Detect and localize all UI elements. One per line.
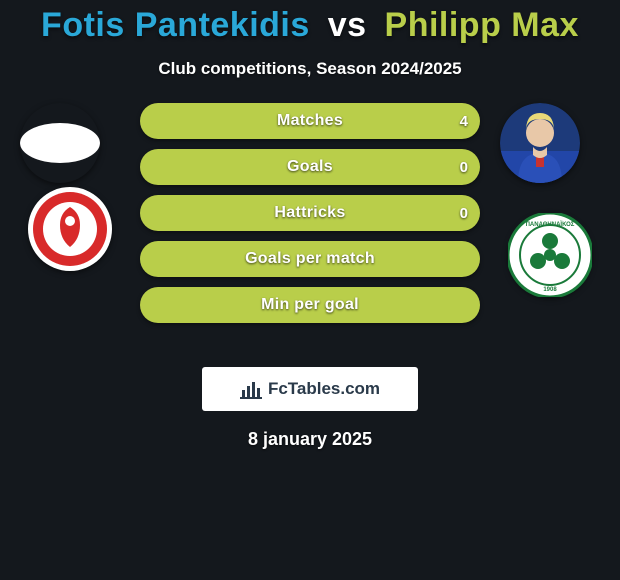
- club-right-crest-icon: ΠΑΝΑΘΗΝΑΪΚΟΣ 1908: [508, 213, 592, 297]
- title-player-right: Philipp Max: [385, 6, 579, 44]
- source-logo-box: FcTables.com: [202, 367, 418, 411]
- bar-label: Min per goal: [140, 287, 480, 323]
- bar-value-right: 0: [460, 195, 468, 231]
- comparison-card: Fotis Pantekidis vs Philipp Max Club com…: [0, 0, 620, 450]
- page-title: Fotis Pantekidis vs Philipp Max: [41, 6, 579, 45]
- bar-label: Hattricks: [140, 195, 480, 231]
- bar-label: Goals: [140, 149, 480, 185]
- player-left-avatar: [20, 103, 100, 183]
- player-right-avatar: [500, 103, 580, 183]
- bar-value-right: 0: [460, 149, 468, 185]
- stat-bar-row: Min per goal: [140, 287, 480, 323]
- svg-text:ΠΑΝΑΘΗΝΑΪΚΟΣ: ΠΑΝΑΘΗΝΑΪΚΟΣ: [526, 221, 575, 228]
- stat-bar-row: Hattricks0: [140, 195, 480, 231]
- bar-value-right: 4: [460, 103, 468, 139]
- source-logo-text: FcTables.com: [268, 379, 380, 399]
- svg-text:1908: 1908: [543, 287, 557, 293]
- bar-label: Goals per match: [140, 241, 480, 277]
- title-vs: vs: [328, 6, 367, 44]
- stat-bar-row: Matches4: [140, 103, 480, 139]
- stat-bar-row: Goals0: [140, 149, 480, 185]
- player-left-silhouette: [20, 103, 100, 183]
- stat-bars: Matches4Goals0Hattricks0Goals per matchM…: [140, 103, 480, 333]
- title-player-left: Fotis Pantekidis: [41, 6, 310, 44]
- stat-bar-row: Goals per match: [140, 241, 480, 277]
- title-row: Fotis Pantekidis vs Philipp Max: [0, 0, 620, 45]
- ellipse-icon: [20, 123, 100, 163]
- club-left-badge: [28, 187, 112, 271]
- snapshot-date: 8 january 2025: [0, 429, 620, 450]
- club-left-crest-icon: [28, 187, 112, 271]
- club-right-badge: ΠΑΝΑΘΗΝΑΪΚΟΣ 1908: [508, 213, 592, 297]
- player-right-photo-placeholder: [500, 103, 580, 183]
- stage: ΠΑΝΑΘΗΝΑΪΚΟΣ 1908 Matches4Goals0Hattrick…: [0, 103, 620, 353]
- subtitle: Club competitions, Season 2024/2025: [0, 59, 620, 79]
- bar-label: Matches: [140, 103, 480, 139]
- bar-chart-icon: [240, 378, 262, 400]
